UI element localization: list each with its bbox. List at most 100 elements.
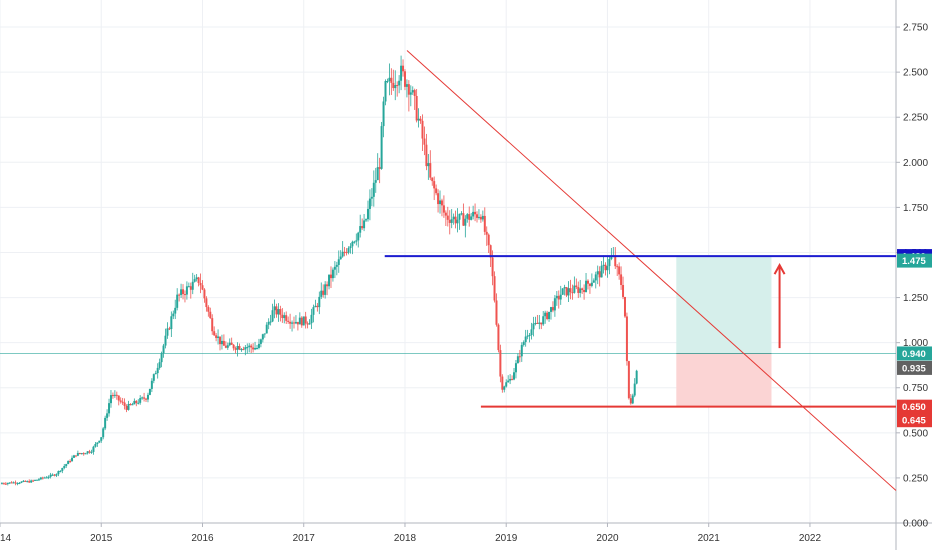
candle-body xyxy=(63,466,66,468)
candle-body xyxy=(462,213,465,226)
up-arrow-head xyxy=(773,263,786,275)
candle-body xyxy=(378,167,381,169)
candle-body xyxy=(497,324,500,351)
candle-body xyxy=(602,264,605,266)
stop-zone xyxy=(676,353,772,407)
candle-body xyxy=(460,213,463,215)
candle-body xyxy=(298,317,301,325)
y-tick-label: 2.250 xyxy=(903,113,928,124)
candle-body xyxy=(437,193,440,205)
candle-body xyxy=(573,285,576,293)
candle-body xyxy=(349,246,352,249)
candle-body xyxy=(242,349,245,351)
candle-body xyxy=(347,248,350,253)
candle-body xyxy=(312,307,315,315)
candle-body xyxy=(439,200,442,205)
candle-body xyxy=(162,345,165,354)
candle-body xyxy=(442,205,445,213)
candle-body xyxy=(370,196,373,199)
candle-body xyxy=(513,372,516,380)
candle-body xyxy=(549,307,552,312)
candle-body xyxy=(320,290,323,297)
candle-body xyxy=(308,323,311,325)
candle-body xyxy=(152,374,155,381)
candle-body xyxy=(476,214,479,218)
candle-body xyxy=(514,363,517,373)
candle-body xyxy=(35,479,38,481)
candle-body xyxy=(127,403,130,410)
candle-body xyxy=(178,294,181,296)
candle-body xyxy=(567,288,570,296)
price-tag: 0.940 xyxy=(897,346,932,361)
candle-body xyxy=(534,322,537,324)
candle-body xyxy=(526,335,529,337)
price-tag-bg xyxy=(897,360,932,375)
y-tick-label: 0.250 xyxy=(903,473,928,484)
candle-body xyxy=(217,336,220,338)
candle-body xyxy=(633,383,636,396)
candle-body xyxy=(185,286,188,295)
x-tick-label: 2018 xyxy=(394,533,417,544)
candle-body xyxy=(135,400,138,403)
x-tick-label: 2017 xyxy=(293,533,316,544)
candle-body xyxy=(30,480,33,483)
candle-body xyxy=(546,312,549,320)
candle-body xyxy=(78,452,81,454)
candle-body xyxy=(137,402,140,404)
candle-body xyxy=(108,403,111,414)
candle-body xyxy=(485,231,488,235)
candle-body xyxy=(606,266,609,271)
candle-body xyxy=(450,219,453,223)
candle-body xyxy=(627,361,630,399)
candle-body xyxy=(197,277,200,283)
candle-body xyxy=(503,386,506,390)
candle-body xyxy=(238,346,241,350)
candle-body xyxy=(263,333,266,335)
candle-body xyxy=(516,356,519,364)
candle-body xyxy=(279,309,282,315)
candle-body xyxy=(328,274,331,287)
candle-body xyxy=(250,345,253,348)
candle-body xyxy=(158,362,161,368)
candle-body xyxy=(289,321,292,324)
candle-body xyxy=(569,288,572,293)
candle-body xyxy=(228,342,231,346)
candle-body xyxy=(34,479,37,481)
candle-body xyxy=(69,461,72,463)
candle-body xyxy=(236,346,239,350)
candle-body xyxy=(335,264,338,267)
candle-body xyxy=(86,451,89,454)
candle-body xyxy=(487,234,490,246)
candle-body xyxy=(72,455,75,458)
candle-body xyxy=(183,294,186,296)
candle-body xyxy=(522,342,525,345)
candle-body xyxy=(115,394,118,396)
candle-body xyxy=(314,305,317,308)
candle-body xyxy=(141,397,144,399)
x-tick-label: 2021 xyxy=(698,533,721,544)
y-tick-label: 1.250 xyxy=(903,293,928,304)
candle-body xyxy=(396,85,399,87)
candle-body xyxy=(398,80,401,86)
candle-body xyxy=(592,280,595,283)
candle-body xyxy=(501,376,504,390)
candle-body xyxy=(489,245,492,258)
candle-body xyxy=(90,451,93,453)
candle-body xyxy=(440,200,443,206)
candle-body xyxy=(0,483,3,485)
candle-body xyxy=(244,347,247,350)
candle-body xyxy=(507,380,510,383)
candle-body xyxy=(100,437,103,441)
candle-body xyxy=(530,329,533,336)
candle-body xyxy=(80,453,83,455)
candle-body xyxy=(47,476,50,478)
candle-body xyxy=(586,280,589,284)
candle-body xyxy=(324,284,327,295)
candle-body xyxy=(421,120,424,139)
price-tag-bg xyxy=(897,399,932,414)
candle-body xyxy=(409,92,412,95)
candle-body xyxy=(571,292,574,294)
candle-body xyxy=(596,271,599,275)
candle-body xyxy=(329,274,332,279)
candle-body xyxy=(604,264,607,271)
